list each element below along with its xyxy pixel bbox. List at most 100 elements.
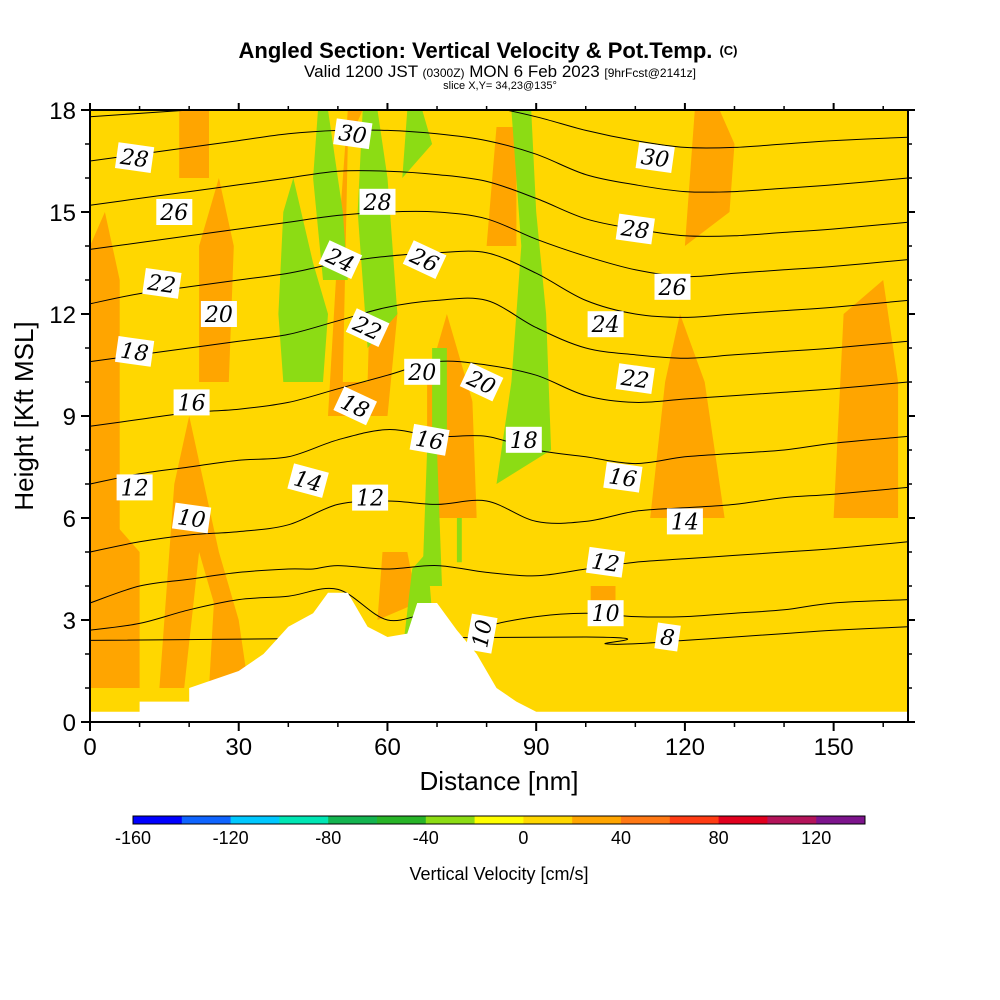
colorbar-tick-label: 40 bbox=[611, 828, 631, 848]
contour-label-2: 22 bbox=[142, 268, 182, 299]
colorbar-swatch bbox=[474, 816, 524, 824]
contour-label-0: 28 bbox=[114, 142, 155, 174]
velocity-region-18 bbox=[313, 110, 348, 280]
colorbar-swatch bbox=[572, 816, 622, 824]
svg-text:10: 10 bbox=[592, 602, 620, 627]
svg-text:12: 12 bbox=[356, 487, 384, 512]
y-tick-label: 12 bbox=[49, 302, 76, 329]
contour-16 bbox=[90, 429, 908, 485]
colorbar-swatch bbox=[669, 816, 720, 824]
velocity-region-21 bbox=[422, 450, 442, 586]
contour-14 bbox=[90, 486, 908, 553]
contour-30 bbox=[90, 110, 908, 149]
velocity-region-3 bbox=[184, 552, 214, 688]
contour-label-1: 26 bbox=[156, 199, 193, 226]
colorbar-swatch bbox=[133, 816, 183, 824]
colorbar-tick-label: 120 bbox=[801, 828, 831, 848]
velocity-region-2 bbox=[159, 416, 249, 688]
contour-label-24: 22 bbox=[615, 363, 655, 394]
colorbar: -160 -120 -80 -40 0 40 80 120 bbox=[115, 815, 866, 848]
colorbar-tick-label: -120 bbox=[213, 828, 249, 848]
svg-text:12: 12 bbox=[121, 476, 149, 501]
contour-26 bbox=[90, 170, 908, 237]
x-axis: 0 30 60 90 120 150 bbox=[83, 103, 884, 761]
y-tick-label: 6 bbox=[63, 506, 76, 533]
colorbar-swatch bbox=[816, 816, 866, 824]
velocity-region-17 bbox=[278, 178, 328, 382]
velocity-region-11 bbox=[486, 127, 517, 246]
colorbar-tick-label: 0 bbox=[518, 828, 528, 848]
svg-text:8: 8 bbox=[659, 625, 676, 652]
svg-text:10: 10 bbox=[176, 505, 207, 534]
colorbar-tick-label: -40 bbox=[413, 828, 439, 848]
velocity-region-12 bbox=[684, 110, 735, 246]
colorbar-tick-label: -80 bbox=[315, 828, 341, 848]
y-axis-label: Height [Kft MSL] bbox=[9, 321, 39, 510]
x-axis-label: Distance [nm] bbox=[420, 766, 579, 796]
svg-text:18: 18 bbox=[510, 429, 538, 454]
colorbar-title: Vertical Velocity [cm/s] bbox=[409, 864, 588, 884]
colorbar-swatch bbox=[279, 816, 329, 824]
velocity-region-13 bbox=[650, 314, 725, 518]
velocity-region-5 bbox=[179, 110, 209, 178]
velocity-region-4 bbox=[199, 178, 234, 382]
svg-text:10: 10 bbox=[468, 618, 497, 650]
x-tick-label: 150 bbox=[814, 734, 854, 761]
chart-title: Angled Section: Vertical Velocity & Pot.… bbox=[239, 38, 738, 63]
colorbar-swatch bbox=[230, 816, 280, 824]
colorbar-swatch bbox=[328, 816, 378, 824]
y-tick-label: 0 bbox=[63, 710, 76, 737]
colorbar-swatch bbox=[767, 816, 817, 824]
contour-label-26: 14 bbox=[666, 508, 703, 535]
y-tick-label: 3 bbox=[63, 608, 76, 635]
contour-label-8: 30 bbox=[333, 118, 373, 150]
contour-18 bbox=[90, 360, 908, 427]
svg-text:20: 20 bbox=[204, 303, 233, 328]
contour-label-4: 18 bbox=[114, 336, 155, 368]
svg-text:26: 26 bbox=[159, 201, 188, 226]
velocity-region-23 bbox=[496, 110, 552, 484]
svg-text:28: 28 bbox=[363, 191, 392, 216]
y-tick-label: 18 bbox=[49, 98, 76, 125]
svg-text:30: 30 bbox=[639, 145, 670, 174]
contour-label-29: 8 bbox=[654, 622, 681, 652]
contour-label-23: 24 bbox=[587, 311, 624, 338]
colorbar-tick-label: -160 bbox=[115, 828, 151, 848]
x-tick-label: 30 bbox=[225, 734, 252, 761]
velocity-region-24 bbox=[402, 110, 433, 178]
contour-label-3: 20 bbox=[200, 301, 237, 328]
velocity-region-19 bbox=[357, 110, 398, 348]
x-tick-label: 120 bbox=[665, 734, 705, 761]
contour-label-9: 28 bbox=[359, 188, 396, 216]
contour-label-6: 12 bbox=[116, 474, 153, 501]
colorbar-swatch bbox=[181, 816, 232, 824]
contour-24 bbox=[90, 210, 908, 278]
svg-text:18: 18 bbox=[119, 339, 150, 368]
contour-label-21: 28 bbox=[615, 213, 655, 245]
colorbar-swatch bbox=[621, 816, 671, 824]
svg-text:16: 16 bbox=[413, 427, 445, 456]
contour-label-19: 12 bbox=[352, 484, 389, 512]
x-tick-label: 60 bbox=[374, 734, 401, 761]
terrain bbox=[90, 592, 908, 722]
svg-text:28: 28 bbox=[118, 145, 150, 174]
svg-text:26: 26 bbox=[658, 276, 687, 301]
colorbar-tick-label: 80 bbox=[709, 828, 729, 848]
x-tick-label: 0 bbox=[83, 734, 96, 761]
contour-12 bbox=[90, 541, 908, 604]
colorbar-swatch bbox=[425, 816, 476, 824]
contour-label-30: 10 bbox=[465, 613, 498, 654]
contour-20 bbox=[90, 297, 908, 363]
svg-text:16: 16 bbox=[178, 391, 206, 416]
contour-label-16: 16 bbox=[409, 423, 450, 456]
svg-text:22: 22 bbox=[145, 270, 177, 299]
velocity-region-25 bbox=[456, 518, 462, 563]
contour-label-27: 12 bbox=[585, 546, 626, 578]
y-tick-label: 15 bbox=[49, 200, 76, 227]
svg-text:28: 28 bbox=[618, 216, 650, 245]
contour-label-13: 20 bbox=[404, 358, 441, 386]
contour-label-20: 30 bbox=[635, 142, 675, 174]
svg-text:12: 12 bbox=[590, 549, 621, 578]
